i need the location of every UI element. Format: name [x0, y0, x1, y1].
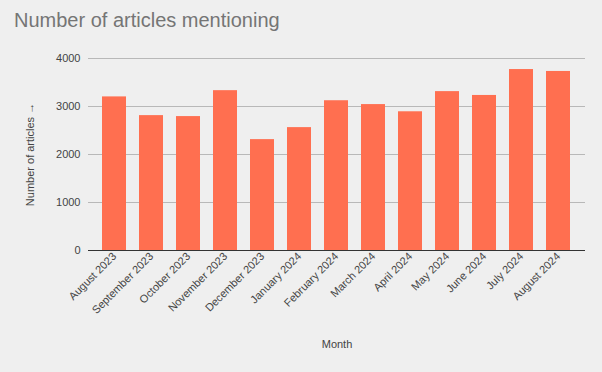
svg-text:August 2024: August 2024: [510, 250, 562, 302]
svg-text:November 2023: November 2023: [165, 249, 230, 314]
svg-text:October 2023: October 2023: [136, 249, 193, 306]
svg-text:Month: Month: [322, 338, 353, 350]
svg-text:March 2024: March 2024: [328, 250, 378, 300]
svg-text:September 2023: September 2023: [89, 250, 155, 316]
svg-text:February 2024: February 2024: [281, 250, 340, 309]
svg-text:1000: 1000: [56, 196, 80, 208]
html-text:Number of articles mentioning: Number of articles mentioning: [14, 9, 280, 31]
svg-text:June 2024: June 2024: [444, 250, 489, 295]
svg-text:0: 0: [74, 244, 80, 256]
svg-text:Number of articles →: Number of articles →: [24, 103, 36, 206]
svg-text:August 2023: August 2023: [66, 249, 119, 303]
svg-text:December 2023: December 2023: [202, 249, 267, 314]
svg-text:April 2024: April 2024: [371, 250, 415, 294]
svg-text:July 2024: July 2024: [483, 249, 526, 292]
svg-text:3000: 3000: [56, 100, 80, 112]
svg-text:May 2024: May 2024: [408, 249, 452, 293]
svg-text:4000: 4000: [56, 52, 80, 64]
svg-text:2000: 2000: [56, 148, 80, 160]
svg-text:January 2024: January 2024: [247, 249, 304, 306]
